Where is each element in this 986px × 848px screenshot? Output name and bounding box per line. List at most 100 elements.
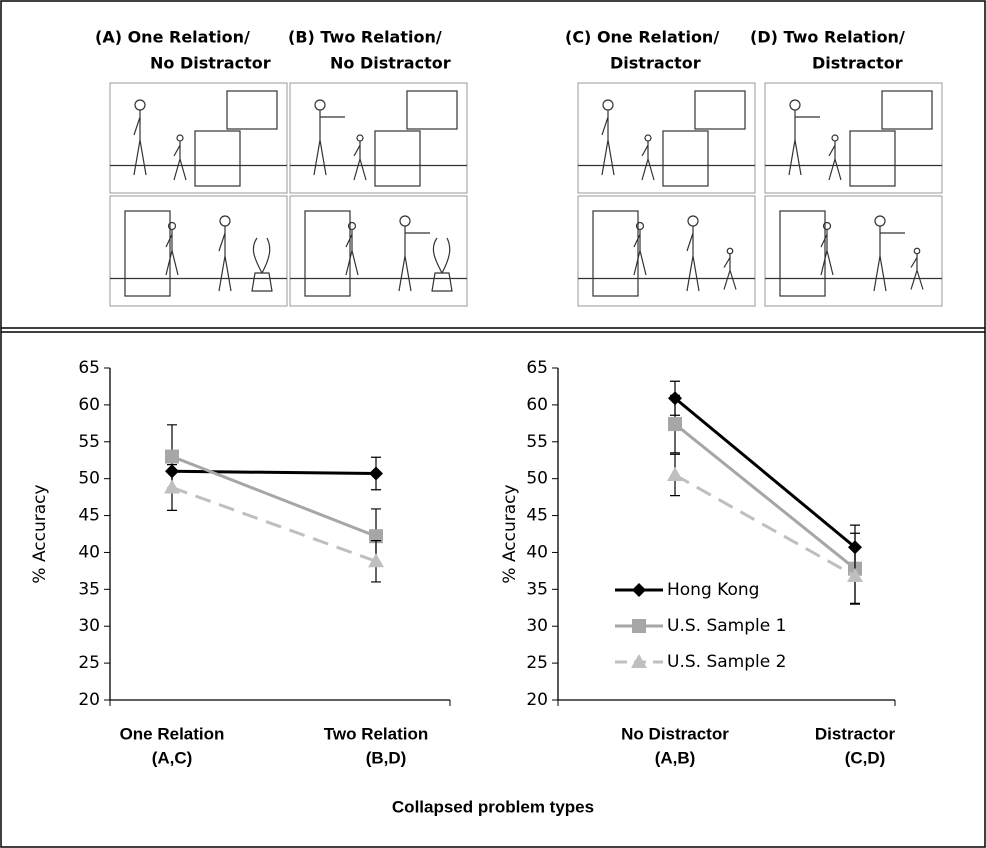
y-tick-label: 30 (78, 616, 100, 636)
legend-label: U.S. Sample 1 (667, 616, 786, 636)
illustration-line (345, 229, 359, 276)
illustration-line (173, 141, 187, 181)
panel-label: No Distractor (150, 54, 271, 73)
illustration-line (849, 130, 896, 187)
series-line (171, 455, 377, 538)
y-tick-label: 25 (526, 653, 548, 673)
illustration-line (601, 110, 615, 176)
data-point (369, 466, 383, 481)
legend-marker (631, 654, 647, 668)
panel-label: (D) Two Relation/ (750, 28, 905, 47)
illustration-line (694, 90, 746, 130)
y-tick-label: 60 (526, 395, 548, 415)
y-tick-label: 65 (78, 358, 100, 378)
illustration (109, 82, 288, 194)
illustration-line (723, 253, 737, 290)
panel-label: (B) Two Relation/ (288, 28, 442, 47)
x-tick-label: Distractor (815, 724, 896, 743)
illustration-line (820, 229, 834, 276)
illustration-line (374, 130, 421, 187)
illustration-line (353, 141, 367, 181)
y-axis-label: % Accuracy (30, 484, 50, 583)
y-tick-label: 55 (526, 432, 548, 452)
illustration-line (406, 90, 458, 130)
y-tick-label: 20 (526, 690, 548, 710)
y-tick-label: 45 (78, 506, 100, 526)
y-tick-label: 25 (78, 653, 100, 673)
data-point (164, 479, 180, 494)
data-point (847, 568, 863, 583)
series-line (674, 473, 856, 578)
illustration (109, 195, 288, 307)
legend-label: Hong Kong (667, 580, 759, 600)
panel-label: (C) One Relation/ (565, 28, 719, 47)
legend-marker (632, 619, 646, 633)
y-axis-label: % Accuracy (500, 484, 520, 583)
illustration-line (226, 90, 278, 130)
y-tick-label: 50 (78, 469, 100, 489)
x-tick-label: (B,D) (366, 748, 407, 767)
illustration-line (873, 226, 905, 292)
illustration-line (313, 110, 345, 176)
y-tick-label: 30 (526, 616, 548, 636)
x-tick-label: No Distractor (621, 724, 729, 743)
panel-label: Distractor (812, 54, 903, 73)
illustration-line (124, 210, 171, 297)
illustration (289, 195, 468, 307)
y-tick-label: 20 (78, 690, 100, 710)
illustration-line (641, 141, 655, 181)
illustration (764, 195, 943, 307)
illustration-line (398, 226, 430, 292)
illustration-line (251, 237, 273, 292)
series-line (171, 469, 377, 476)
illustration-line (686, 226, 700, 292)
series-line (171, 486, 377, 563)
illustration-line (165, 229, 179, 276)
illustration-line (662, 130, 709, 187)
data-point (668, 417, 682, 432)
illustration-line (592, 210, 639, 297)
y-tick-label: 45 (526, 506, 548, 526)
illustration-line (881, 90, 933, 130)
panel-label: No Distractor (330, 54, 451, 73)
data-point (368, 553, 384, 568)
illustration (577, 82, 756, 194)
data-point (369, 529, 383, 544)
illustration-line (788, 110, 820, 176)
illustration-line (194, 130, 241, 187)
y-tick-label: 35 (526, 579, 548, 599)
illustration (764, 82, 943, 194)
panel-label: (A) One Relation/ (95, 28, 250, 47)
x-tick-label: Two Relation (324, 724, 429, 743)
x-tick-label: (C,D) (845, 748, 886, 767)
illustration-line (431, 237, 453, 292)
illustration-line (133, 110, 147, 176)
series-line (674, 422, 856, 570)
illustration-line (910, 253, 924, 290)
illustration-line (218, 226, 232, 292)
legend-marker (632, 583, 646, 597)
x-tick-label: (A,B) (655, 748, 696, 767)
illustration-line (304, 210, 351, 297)
illustration-line (779, 210, 826, 297)
y-tick-label: 40 (526, 542, 548, 562)
x-tick-label: One Relation (120, 724, 225, 743)
y-tick-label: 40 (78, 542, 100, 562)
series-line (674, 397, 856, 549)
y-tick-label: 65 (526, 358, 548, 378)
illustration-line (633, 229, 647, 276)
illustration (289, 82, 468, 194)
x-axis-label: Collapsed problem types (392, 797, 594, 816)
y-tick-label: 50 (526, 469, 548, 489)
illustration-line (828, 141, 842, 181)
panel-label: Distractor (610, 54, 701, 73)
illustration (577, 195, 756, 307)
y-tick-label: 60 (78, 395, 100, 415)
y-tick-label: 35 (78, 579, 100, 599)
data-point (667, 466, 683, 481)
legend-label: U.S. Sample 2 (667, 652, 786, 672)
data-point (165, 449, 179, 464)
y-tick-label: 55 (78, 432, 100, 452)
